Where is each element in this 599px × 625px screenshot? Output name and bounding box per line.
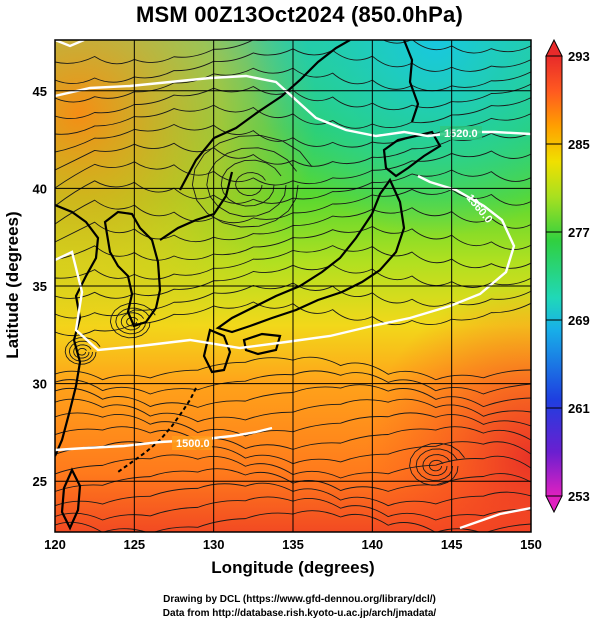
colorbar-tick-label: 285 (568, 137, 590, 152)
y-tick-label: 40 (33, 181, 47, 196)
coastline-primorye (159, 171, 234, 241)
coastlines (55, 40, 442, 531)
coastline-russia (179, 40, 351, 191)
x-tick-label: 125 (123, 537, 145, 552)
streamline (415, 448, 458, 481)
contour-label-1520: 1520.0 (444, 128, 478, 140)
streamline (428, 459, 444, 472)
x-tick-label: 120 (44, 537, 66, 552)
coastline-shikoku (242, 332, 282, 356)
coastline-korea (103, 210, 162, 328)
coastline-hokkaido (382, 130, 442, 178)
x-tick-labels: 120 125 130 135 140 145 150 (44, 537, 542, 552)
streamline (422, 454, 451, 477)
streamline (235, 172, 266, 196)
coastline-honshu (215, 177, 406, 334)
colorbar-tick-label: 269 (568, 313, 590, 328)
streamline (115, 307, 150, 335)
streamline (206, 147, 297, 217)
colorbar-tick-label: 253 (568, 489, 590, 504)
credit-drawing: Drawing by DCL (https://www.gfd-dennou.o… (163, 594, 436, 605)
colorbar-tick-label: 293 (568, 49, 590, 64)
coastline-kyushu (202, 328, 232, 374)
colorbar-top-arrow (545, 38, 563, 57)
plot-frame (54, 39, 532, 533)
streamline (191, 134, 313, 228)
y-tick-label: 30 (33, 377, 47, 392)
x-axis-label: Longitude (degrees) (211, 558, 375, 577)
x-tick-label: 150 (520, 537, 542, 552)
colorbar-tick-label: 277 (568, 225, 590, 240)
colorbar-bottom-arrow (545, 495, 563, 514)
streamline (73, 344, 92, 359)
y-axis-label: Latitude (degrees) (3, 211, 22, 359)
coastline-ryukyu (117, 387, 197, 473)
credit-data: Data from http://database.rish.kyoto-u.a… (162, 608, 437, 619)
coastline-china (55, 203, 100, 457)
y-tick-labels: 25 30 35 40 45 (33, 84, 47, 489)
chart-title: MSM 00Z13Oct2024 (850.0hPa) (136, 2, 463, 27)
x-tick-label: 135 (282, 537, 304, 552)
colorbar: 293 285 277 269 261 253 (545, 38, 590, 514)
x-tick-label: 140 (361, 537, 383, 552)
colorbar-tick-label: 261 (568, 401, 590, 416)
contour-south (459, 506, 531, 530)
colorbar-body (545, 55, 563, 497)
streamline (68, 340, 96, 362)
contour-north (55, 40, 85, 48)
y-tick-label: 45 (33, 84, 47, 99)
coastline-taiwan (60, 467, 82, 531)
streamline (109, 302, 156, 339)
y-tick-label: 25 (33, 474, 47, 489)
coastline-sakhalin (402, 40, 420, 123)
contour-label-1500: 1500.0 (176, 438, 210, 450)
x-tick-label: 145 (441, 537, 463, 552)
y-tick-label: 35 (33, 279, 47, 294)
x-tick-label: 130 (203, 537, 225, 552)
